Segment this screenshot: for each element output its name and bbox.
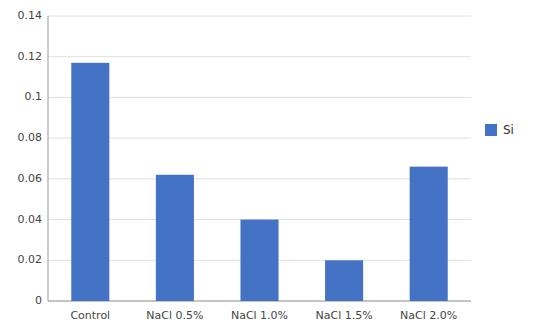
x-tick-label: Control xyxy=(70,309,110,322)
bars xyxy=(71,63,447,301)
chart-container: 0 0.02 0.04 0.06 0.08 0.1 0.12 0.14 Control NaCl … xyxy=(0,0,549,333)
bar xyxy=(410,167,448,301)
grid-line xyxy=(48,56,471,57)
chart: 0 0.02 0.04 0.06 0.08 0.1 0.12 0.14 Control NaCl … xyxy=(0,0,549,333)
grid-line xyxy=(48,138,471,139)
bar xyxy=(156,175,194,301)
grid-line xyxy=(48,178,471,179)
y-tick-label: 0.02 xyxy=(18,253,43,266)
y-tick-label: 0 xyxy=(35,294,42,307)
grid-line xyxy=(48,16,471,17)
legend-swatch xyxy=(485,124,497,136)
x-tick-label: NaCl 2.0% xyxy=(400,309,457,322)
y-tick-label: 0.14 xyxy=(18,9,43,22)
legend: Si xyxy=(485,123,514,137)
legend-label: Si xyxy=(503,123,514,137)
x-tick-label: NaCl 0.5% xyxy=(146,309,203,322)
x-axis: Control NaCl 0.5% NaCl 1.0% NaCl 1.5% NaCl 2… xyxy=(70,309,457,322)
y-axis: 0 0.02 0.04 0.06 0.08 0.1 0.12 0.14 xyxy=(18,9,472,307)
y-axis-line xyxy=(48,16,49,301)
x-tick-label: NaCl 1.0% xyxy=(231,309,288,322)
y-tick-label: 0.04 xyxy=(18,213,43,226)
bar xyxy=(71,63,109,301)
x-tick-label: NaCl 1.5% xyxy=(316,309,373,322)
bar xyxy=(325,260,363,301)
y-tick-label: 0.08 xyxy=(18,131,43,144)
y-tick-label: 0.06 xyxy=(18,172,43,185)
bar xyxy=(240,220,278,301)
y-tick-label: 0.12 xyxy=(18,50,43,63)
grid-line xyxy=(48,97,471,98)
y-tick-label: 0.1 xyxy=(25,90,43,103)
